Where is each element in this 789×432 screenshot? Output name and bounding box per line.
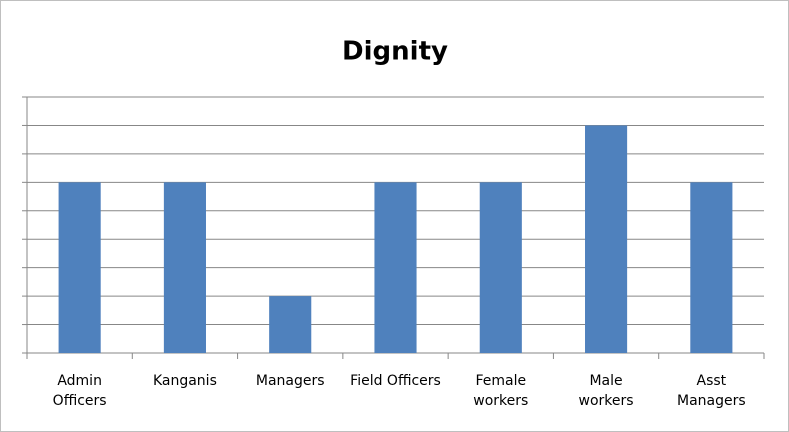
bar [58, 182, 101, 353]
x-tick-label: Female workers [473, 373, 529, 409]
chart-title: Dignity [342, 37, 448, 67]
x-tick-label: Male workers [578, 373, 634, 409]
bar [585, 125, 628, 353]
bar [163, 182, 206, 353]
bar [690, 182, 733, 353]
x-tick-label: Admin Officers [52, 373, 107, 409]
bar [269, 296, 312, 353]
x-tick-label: Kanganis [152, 373, 217, 389]
x-tick-label: Managers [255, 373, 325, 389]
x-tick-label: Asst Managers [677, 373, 746, 409]
bar [479, 182, 522, 353]
x-tick-label: Field Officers [350, 373, 441, 389]
bar [374, 182, 417, 353]
